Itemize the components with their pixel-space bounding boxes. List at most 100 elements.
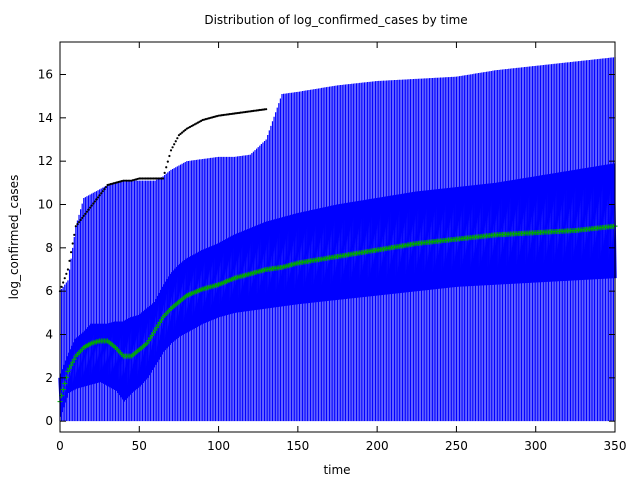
box [318,208,322,302]
box [538,175,543,283]
box [277,218,281,307]
x-tick-label: 350 [604,439,627,453]
median-marker [158,317,164,323]
box [291,214,295,305]
outlier-point [68,259,71,262]
outlier-point [63,277,66,280]
box [386,196,390,295]
outlier-point [163,171,166,174]
box [210,246,214,320]
box [384,196,389,295]
box [251,227,256,311]
box [221,240,226,316]
y-axis-label: log_confirmed_cases [7,175,21,300]
box [80,333,84,387]
box [568,170,573,281]
box [610,163,614,279]
box [381,196,386,295]
box [262,222,267,309]
box [90,323,94,385]
box [599,165,603,279]
box [85,328,89,386]
box [340,203,344,300]
box [372,198,376,296]
box [285,216,289,306]
box [78,334,83,388]
box [388,195,392,295]
box [235,233,240,313]
box [592,166,597,280]
box [572,170,576,281]
box [281,217,286,307]
box [324,206,329,302]
outlier-point [165,166,168,169]
box [240,231,245,312]
box [383,196,387,295]
box [313,209,317,303]
box [521,178,525,284]
box [546,174,551,282]
box [229,236,233,314]
box [212,245,216,320]
box [110,322,115,390]
outlier-point [171,146,174,149]
box [264,221,268,309]
box [220,241,224,317]
box [77,336,81,388]
outlier-point [65,272,68,275]
outlier-point [95,198,98,201]
box [586,167,590,280]
box [402,193,406,293]
box [549,173,554,282]
median-marker [68,362,74,368]
box [66,356,70,394]
y-tick-label: 14 [38,111,53,125]
box [559,172,563,282]
box [116,321,121,396]
box [231,235,235,314]
box [537,175,541,283]
y-tick-label: 0 [45,414,53,428]
box [532,176,536,283]
box [307,210,311,303]
box [308,210,313,303]
outlier-point [128,179,131,182]
box [570,170,574,281]
box [595,166,600,280]
box [269,220,273,308]
median-marker [60,387,66,393]
box [223,240,227,316]
box [545,174,549,282]
box [91,323,95,384]
box [548,173,552,282]
box [380,197,384,295]
box [204,248,208,323]
outlier-point [184,128,187,132]
outlier-point [182,130,185,133]
y-tick-label: 8 [45,241,53,255]
box [215,244,219,318]
box [107,323,111,388]
box [315,208,319,303]
box [256,225,260,310]
box [273,219,278,308]
box [213,244,218,319]
box [399,194,403,293]
outlier-point [176,137,179,140]
box [375,197,379,296]
box [288,215,292,306]
box [82,332,86,387]
y-tick-label: 6 [45,284,53,298]
outlier-point [123,179,127,182]
box [205,248,210,322]
box [535,176,539,283]
box [575,169,579,281]
median-marker [62,380,68,386]
outlier-point [71,242,74,245]
box [343,203,348,299]
plot-data [57,57,618,422]
median-marker [67,365,73,371]
outlier-point [70,251,73,254]
box [69,349,73,392]
box [370,198,375,297]
